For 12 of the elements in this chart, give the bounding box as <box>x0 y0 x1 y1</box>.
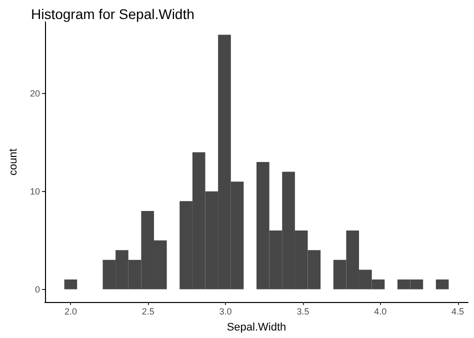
y-tick-label: 0 <box>34 284 40 294</box>
x-tick-label: 4.0 <box>374 306 387 316</box>
x-axis-title: Sepal.Width <box>226 322 286 334</box>
x-tick-label: 3.0 <box>219 306 232 316</box>
x-tick-label: 2.5 <box>142 306 154 316</box>
x-tick-label: 3.5 <box>296 306 310 316</box>
y-tick-label: 10 <box>30 186 40 196</box>
y-axis-title: count <box>8 148 20 176</box>
x-tick-label: 4.5 <box>452 306 464 316</box>
x-tick-label: 2.0 <box>64 306 77 316</box>
chart-title: Histogram for Sepal.Width <box>31 6 194 22</box>
y-tick-label: 20 <box>30 88 40 98</box>
